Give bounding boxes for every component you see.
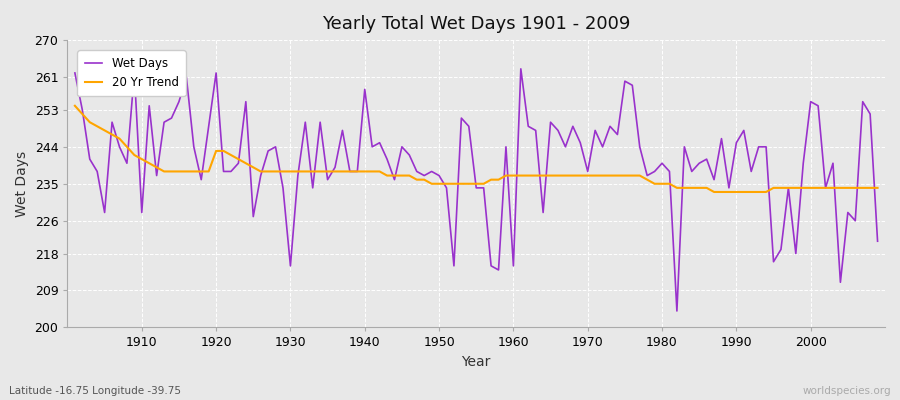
20 Yr Trend (129, 153, 140, 158)
20 Yr Trend (292, 169, 303, 174)
Text: Latitude -16.75 Longitude -39.75: Latitude -16.75 Longitude -39.75 (9, 386, 181, 396)
Y-axis label: Wet Days: Wet Days (15, 151, 29, 217)
Wet Days (129, 70, 140, 75)
20 Yr Trend (708, 190, 719, 194)
20 Yr Trend (598, 173, 608, 178)
Wet Days (605, 124, 616, 129)
Wet Days (872, 239, 883, 244)
20 Yr Trend (500, 173, 511, 178)
Line: Wet Days: Wet Days (75, 69, 878, 311)
Wet Days (516, 66, 526, 71)
Wet Days (69, 70, 80, 75)
X-axis label: Year: Year (462, 355, 490, 369)
20 Yr Trend (69, 103, 80, 108)
Title: Yearly Total Wet Days 1901 - 2009: Yearly Total Wet Days 1901 - 2009 (322, 15, 630, 33)
Legend: Wet Days, 20 Yr Trend: Wet Days, 20 Yr Trend (77, 50, 185, 96)
20 Yr Trend (508, 173, 518, 178)
Wet Days (500, 144, 511, 149)
Wet Days (337, 128, 347, 133)
Text: worldspecies.org: worldspecies.org (803, 386, 891, 396)
Line: 20 Yr Trend: 20 Yr Trend (75, 106, 878, 192)
Wet Days (671, 308, 682, 313)
Wet Days (292, 173, 303, 178)
Wet Days (508, 264, 518, 268)
20 Yr Trend (872, 186, 883, 190)
20 Yr Trend (337, 169, 347, 174)
